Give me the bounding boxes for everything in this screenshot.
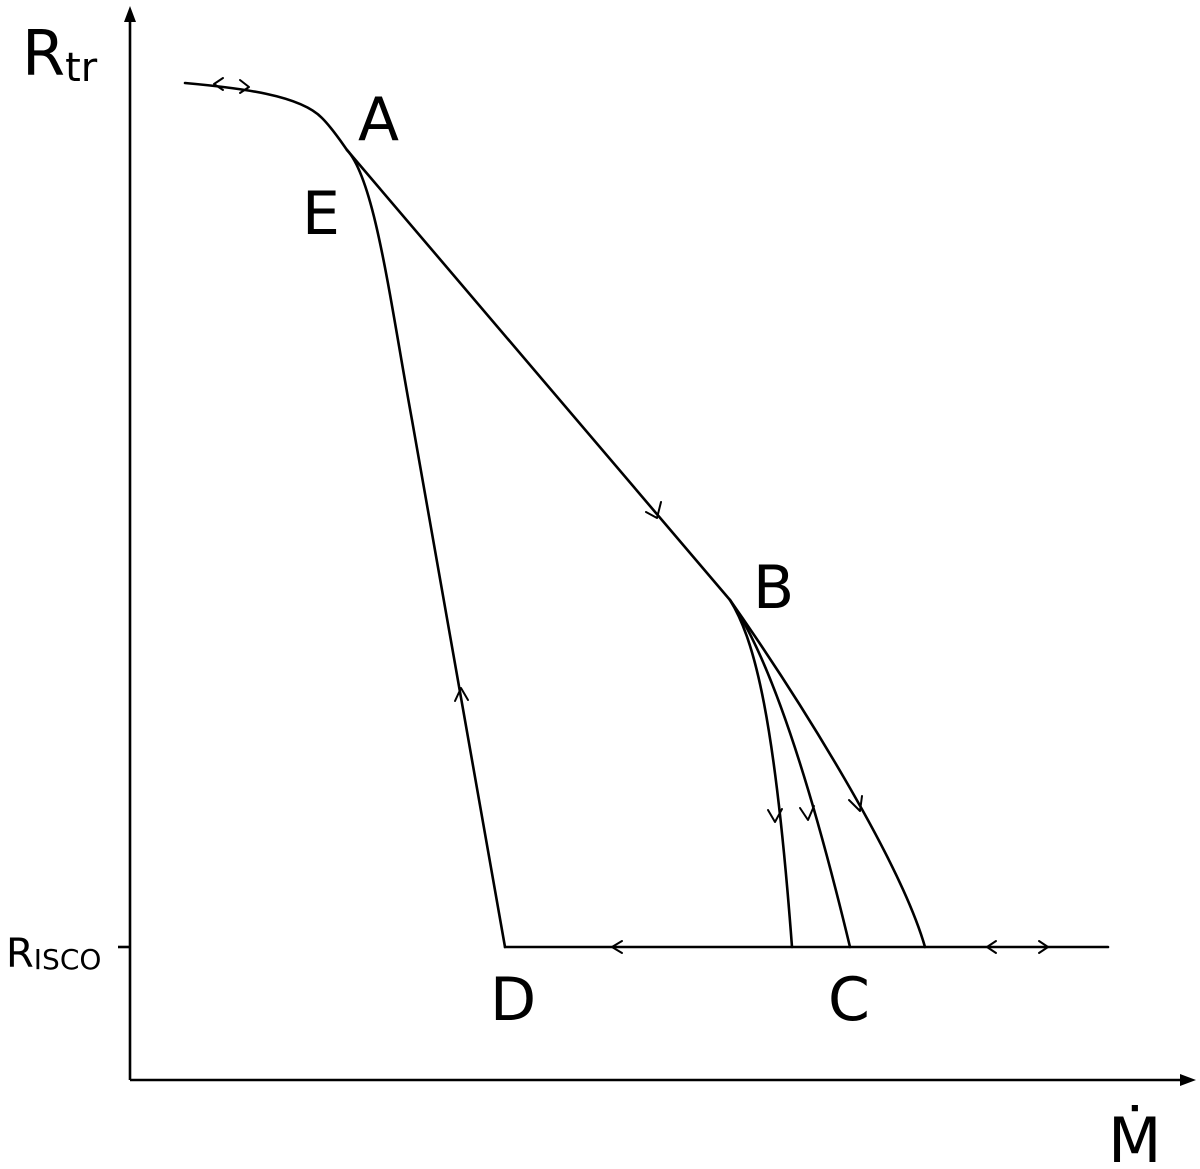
- y-axis-label: Rtr: [22, 17, 98, 91]
- b-to-c-outer-arrow-icon: [848, 795, 863, 812]
- point-label-b: B: [753, 553, 794, 623]
- risco-tick-label-sub: ISCO: [34, 943, 102, 976]
- curve-A-to-B: [345, 148, 732, 602]
- curve-B-to-C-inner: [728, 598, 794, 949]
- point-labels: A E B D C: [302, 85, 870, 1035]
- curve-E-to-D: [345, 148, 507, 949]
- point-label-a: A: [358, 85, 399, 155]
- risco-tick-label-main: R: [6, 931, 34, 977]
- bottom-arrow-left-icon: [986, 940, 997, 954]
- y-axis-label-main: R: [22, 17, 65, 90]
- bottom-arrow-right-icon: [1038, 940, 1049, 954]
- c-to-d-arrow-icon: [611, 940, 623, 954]
- a-to-b-arrow-icon: [645, 501, 662, 519]
- b-to-c-middle-arrow-icon: [799, 805, 815, 821]
- point-label-e: E: [302, 179, 340, 249]
- x-axis-arrowhead: [1180, 1074, 1196, 1086]
- curve-top-plateau: [183, 81, 349, 152]
- curve-B-to-C-outer: [728, 598, 927, 949]
- y-axis-label-sub: tr: [65, 45, 98, 91]
- curves: [183, 81, 1110, 949]
- arrowheads: [213, 77, 1049, 954]
- b-to-c-inner-arrow-icon: [767, 808, 783, 823]
- plateau-arrow-left-icon: [213, 77, 224, 91]
- x-axis-label: Ṁ: [1108, 1104, 1162, 1169]
- d-to-e-arrow-icon: [454, 687, 469, 702]
- axes: [118, 6, 1196, 1086]
- point-label-c: C: [828, 965, 870, 1035]
- plateau-arrow-right-icon: [239, 79, 250, 94]
- y-axis-arrowhead: [124, 6, 136, 22]
- curve-B-to-C-middle: [728, 598, 852, 949]
- point-label-d: D: [490, 965, 536, 1035]
- risco-tick-label: RISCO: [6, 931, 101, 977]
